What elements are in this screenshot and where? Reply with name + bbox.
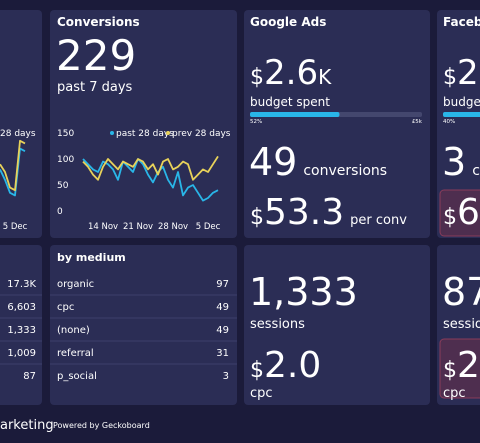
progress-label: 52% [250, 119, 262, 125]
text-part: 53.3 [264, 192, 344, 233]
x-tick-label: 21 Nov [123, 222, 153, 232]
text-part: 2.0 [264, 345, 321, 386]
y-tick-label: 50 [57, 181, 69, 191]
x-tick-label: 28 Nov [158, 222, 188, 232]
row-value: 3 [223, 371, 229, 382]
panel [244, 10, 430, 238]
legend-marker [166, 131, 170, 135]
legend-marker [110, 131, 114, 135]
big-number: 229 [56, 31, 136, 80]
cost-per-conv: $6 [443, 192, 480, 233]
text-part: per conv [350, 213, 407, 228]
cost-per-conv: $53.3 per conv [250, 192, 407, 233]
line-chart: 0 50 100 150 14 Nov 21 Nov 28 Nov 5 Dec [57, 129, 221, 232]
conversions: 3 co [442, 140, 480, 184]
budget-label: budget [443, 95, 480, 109]
y-tick-label: 0 [57, 207, 63, 217]
text-part: 6 [457, 192, 480, 233]
row-label: (none) [57, 325, 90, 336]
alert-box [439, 338, 480, 399]
sessions-value: 1,333 [249, 270, 358, 314]
x-tick-label: 5 Dec [196, 222, 221, 232]
text-part: 2 [457, 53, 479, 93]
widget-title: Conversions [57, 15, 140, 29]
legend-entry: prev 28 days [172, 129, 231, 139]
text-part: 49 [249, 140, 297, 184]
table-value: 17.3K [7, 279, 36, 290]
conversions: 49 conversions [249, 140, 387, 184]
cpc-value: $2.0 [250, 345, 321, 386]
series-line [0, 147, 26, 197]
text-part: $ [250, 358, 264, 383]
row-label: cpc [57, 302, 74, 313]
x-tick-label: 14 Nov [88, 222, 118, 232]
panel [0, 10, 42, 238]
legend-entry: 28 days [0, 129, 36, 139]
subtitle: past 7 days [57, 80, 133, 95]
text-part: $ [250, 65, 264, 90]
x-tick-label: 5 Dec [3, 222, 28, 232]
series-line [0, 139, 26, 192]
progress-fill [443, 112, 480, 117]
cpc-value: $2 [443, 345, 480, 386]
legend-entry: past 28 days [116, 129, 174, 139]
row-value: 97 [216, 279, 229, 290]
row-label: referral [57, 348, 94, 359]
text-part: $ [443, 205, 457, 230]
text-part: $ [250, 205, 264, 230]
panel [0, 245, 42, 405]
panel [50, 10, 237, 238]
text-part: $ [443, 358, 457, 383]
budget-value: $2 [443, 53, 479, 93]
text-part: $ [443, 65, 457, 90]
panel [50, 245, 237, 405]
text-part: 3 [442, 140, 466, 184]
table-value: 87 [23, 371, 36, 382]
text-part: 2.6 [264, 53, 318, 93]
cpc-label: cpc [443, 386, 466, 401]
row-value: 31 [216, 348, 229, 359]
row-label: organic [57, 279, 94, 290]
table-value: 1,009 [7, 348, 36, 359]
table-value: 6,603 [7, 302, 36, 313]
text-part: co [472, 163, 480, 179]
text-part: K [318, 65, 332, 89]
widget-title: Facebo [443, 15, 480, 29]
series-line [82, 155, 219, 181]
table-value: 1,333 [7, 325, 36, 336]
cpc-label: cpc [250, 386, 273, 401]
text-part: 2 [457, 345, 480, 386]
y-tick-label: 150 [57, 129, 74, 139]
row-value: 49 [216, 325, 229, 336]
panel [437, 10, 480, 238]
progress-max: £5k [412, 119, 423, 125]
row-label: p_social [57, 371, 97, 382]
sessions-label: sessions [250, 317, 305, 332]
y-tick-label: 100 [57, 155, 74, 165]
powered-by: Powered by Geckoboard [53, 421, 150, 430]
dashboard-title: arketing [0, 418, 54, 433]
progress-fill [250, 112, 340, 117]
budget-value: $2.6K [250, 53, 332, 93]
widget-title: by medium [57, 251, 126, 264]
budget-label: budget spent [250, 95, 330, 109]
sessions-label: sessio [443, 317, 480, 332]
progress-label: 40% [443, 119, 455, 125]
widget-title: Google Ads [250, 15, 326, 29]
line-chart: 5 Dec [0, 139, 28, 232]
alert-box [439, 189, 480, 237]
panel [244, 245, 430, 405]
row-value: 49 [216, 302, 229, 313]
text-part: conversions [303, 163, 387, 179]
sessions-value: 87 [442, 270, 480, 314]
